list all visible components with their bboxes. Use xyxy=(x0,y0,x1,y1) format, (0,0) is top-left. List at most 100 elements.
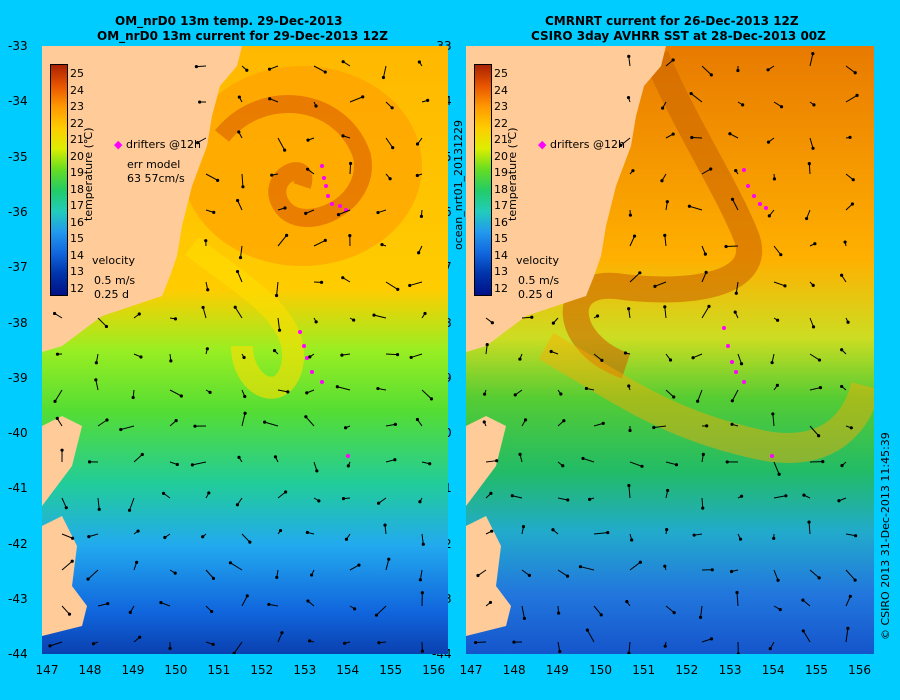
arrow-head xyxy=(341,276,345,280)
left-map-svg xyxy=(42,46,448,654)
arrow-head xyxy=(638,560,642,564)
velocity-arrow xyxy=(808,522,811,535)
arrow-head xyxy=(690,135,694,140)
arrow-head xyxy=(70,559,74,563)
velocity-arrow xyxy=(421,533,424,545)
arrow-head xyxy=(104,324,109,329)
colorbar-tick-label: 15 xyxy=(494,232,508,245)
velocity-arrow xyxy=(421,389,432,400)
velocity-arrow xyxy=(653,425,667,429)
arrow-head xyxy=(212,210,216,214)
arrow-head xyxy=(566,498,570,502)
arrow-head xyxy=(595,314,600,318)
arrow-head xyxy=(60,448,64,452)
velocity-arrow xyxy=(241,595,248,607)
right-velocity-scale-2: 0.25 d xyxy=(518,288,553,301)
arrow-head xyxy=(423,311,427,316)
arrow-head xyxy=(237,455,241,459)
velocity-arrow xyxy=(521,316,532,319)
velocity-arrow xyxy=(809,353,820,361)
drifter-point xyxy=(326,194,330,198)
arrow-head xyxy=(698,615,703,620)
arrow-head xyxy=(783,284,787,288)
arrow-head xyxy=(776,318,780,322)
right-title-line1: CMRNRT current for 26-Dec-2013 12Z xyxy=(545,14,799,28)
colorbar-tick-label: 21 xyxy=(494,133,508,146)
velocity-arrow xyxy=(97,497,100,510)
colorbar-tick-label: 15 xyxy=(70,232,84,245)
arrow-head xyxy=(272,348,277,353)
arrow-head xyxy=(663,564,667,568)
arrow-head xyxy=(409,355,413,360)
velocity-arrow xyxy=(264,421,279,427)
colorbar-tick-label: 18 xyxy=(70,182,84,196)
velocity-arrow xyxy=(277,235,288,247)
velocity-arrow xyxy=(61,560,73,571)
velocity-arrow xyxy=(160,602,171,607)
arrow-head xyxy=(725,460,729,464)
y-tick-label: -40 xyxy=(8,426,28,441)
arrow-head xyxy=(235,503,240,507)
arrow-head xyxy=(709,167,713,171)
arrow-head xyxy=(140,452,144,457)
arrow-head xyxy=(352,318,356,322)
drifter-point xyxy=(742,168,746,172)
arrow-head xyxy=(86,577,90,581)
arrow-head xyxy=(652,425,656,430)
arrow-head xyxy=(840,384,844,389)
x-tick-label: 155 xyxy=(379,663,403,677)
arrow-head xyxy=(94,378,98,382)
velocity-arrow xyxy=(808,163,811,175)
arrow-head xyxy=(565,574,570,578)
colorbar-tick-label: 23 xyxy=(70,100,84,113)
velocity-arrow xyxy=(701,168,711,175)
colorbar-tick-label: 19 xyxy=(494,166,508,179)
arrow-head xyxy=(724,244,728,249)
arrow-head xyxy=(419,214,424,218)
arrow-head xyxy=(811,146,815,150)
velocity-arrow xyxy=(737,353,742,364)
y-tick-label: -44 xyxy=(8,647,28,662)
drifter-point xyxy=(346,454,350,458)
velocity-arrow xyxy=(133,454,143,463)
arrow-head xyxy=(619,143,623,147)
arrow-head xyxy=(196,141,200,145)
arrow-head xyxy=(709,73,713,77)
arrow-head xyxy=(161,491,166,495)
velocity-arrow xyxy=(277,317,281,331)
arrow-head xyxy=(733,310,737,314)
arrow-head xyxy=(245,68,249,72)
arrow-head xyxy=(343,426,348,430)
drifter-point xyxy=(302,344,306,348)
velocity-arrow xyxy=(580,566,595,571)
arrow-head xyxy=(557,611,561,615)
colorbar-tick-label: 16 xyxy=(494,215,508,229)
arrow-head xyxy=(428,462,432,466)
velocity-arrow xyxy=(277,137,286,151)
arrow-head xyxy=(812,103,816,107)
run-id-label: ocean_nrt01_20131229 xyxy=(452,119,465,250)
velocity-arrow xyxy=(385,281,399,290)
arrow-head xyxy=(772,536,776,540)
velocity-arrows xyxy=(48,60,434,654)
velocity-arrow xyxy=(809,569,820,579)
arrow-head xyxy=(268,97,272,101)
arrow-head xyxy=(314,320,318,324)
arrow-head xyxy=(372,313,376,317)
arrow-head xyxy=(64,506,68,510)
arrow-head xyxy=(739,362,744,366)
colorbar-tick-label: 25 xyxy=(494,67,508,80)
arrow-head xyxy=(304,415,308,419)
arrow-head xyxy=(551,321,555,325)
arrow-head xyxy=(600,358,604,363)
velocity-arrow xyxy=(410,353,423,358)
arrow-head xyxy=(821,459,825,464)
x-tick-label: 150 xyxy=(164,663,188,677)
arrow-head xyxy=(52,311,57,316)
drifter-point xyxy=(722,326,726,330)
arrow-head xyxy=(710,568,714,572)
arrow-head xyxy=(205,347,209,351)
arrow-head xyxy=(344,537,349,541)
arrow-head xyxy=(741,103,745,107)
arrow-head xyxy=(585,628,589,632)
